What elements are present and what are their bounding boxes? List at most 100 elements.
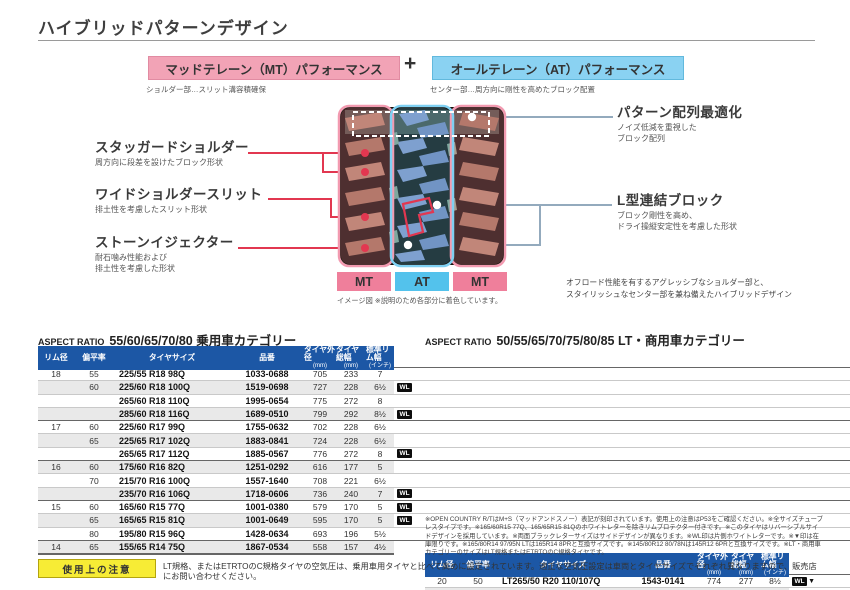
- table-cell: LT265/50 R20 110/107Q: [502, 576, 601, 587]
- table-cell: 693: [312, 528, 328, 539]
- callout-l-block: L型連結ブロック ブロック剛性を高め、 ドライ操縦安定性を考慮した形状: [617, 194, 737, 232]
- table-cell: 708: [312, 475, 328, 486]
- table-cell: 18: [51, 369, 61, 380]
- table-cell: 272: [343, 448, 359, 459]
- tire-tread-illustration: [337, 104, 507, 268]
- table-row: 16 60 175/60 R16 82Q 1251-0292 616 177 5: [38, 460, 850, 474]
- table-cell: 1995-0654: [245, 395, 289, 406]
- table-cell: [38, 407, 74, 421]
- tire-tread-image: [337, 104, 507, 268]
- zone-label-mt: MT: [337, 272, 391, 291]
- table-cell: 265/65 R17 112Q: [119, 448, 190, 459]
- white-marker-dot: [467, 112, 477, 122]
- table-cell: 20: [437, 576, 447, 587]
- callout-pattern-optimization: パターン配列最適化 ノイズ低減を重視した ブロック配列: [617, 106, 742, 144]
- table-cell: 705: [312, 369, 328, 380]
- callout-desc: 排土性を考慮したスリット形状: [95, 205, 207, 214]
- table-cell: 225/55 R18 98Q: [119, 369, 186, 380]
- table-cell: 60: [89, 422, 99, 433]
- plus-sign: +: [404, 52, 417, 75]
- figure-caption: イメージ図 ※説明のため各部分に着色しています。: [337, 296, 503, 305]
- connector-line: [268, 198, 332, 200]
- callout-staggered-shoulder: スタッガードショルダー 周方向に段差を設けたブロック形状: [95, 141, 249, 169]
- table-cell: 272: [343, 395, 359, 406]
- table-cell: 8: [377, 448, 383, 459]
- table-header: リム径 偏平率 タイヤサイズ 品番 タイヤ外径 (mm) タイヤ総幅 (mm) 標準リム幅 (イン…: [38, 346, 850, 370]
- column-header: 偏平率: [459, 553, 497, 578]
- badge-cell: WL: [394, 408, 416, 420]
- table-row: 80 195/80 R15 96Q 1428-0634 693 196 5½: [38, 526, 850, 540]
- table-cell: 5: [366, 514, 394, 527]
- badge-cell: [394, 395, 416, 407]
- table-row: 17 60 225/60 R17 99Q 1755-0632 702 228 6½: [38, 420, 850, 433]
- table-cell: 240: [336, 487, 366, 500]
- table-cell: [74, 407, 114, 421]
- column-header: 品番: [629, 553, 697, 578]
- table-row: 70 215/70 R16 100Q 1557-1640 708 221 6½: [38, 473, 850, 486]
- aspect-ratio-label: ASPECT RATIO: [38, 337, 105, 347]
- column-header: タイヤサイズ: [497, 553, 629, 578]
- l-block-outline: [401, 196, 435, 238]
- callout-title: L型連結ブロック: [617, 193, 724, 208]
- table-cell: 165/60 R15 77Q: [119, 502, 186, 513]
- table-cell: [38, 434, 74, 447]
- column-header: タイヤ外径 (mm): [697, 553, 731, 578]
- table-cell: 1718-0606: [230, 487, 304, 500]
- table-cell: 60: [74, 461, 114, 474]
- callout-wide-shoulder-slit: ワイドショルダースリット 排土性を考慮したスリット形状: [95, 188, 262, 216]
- red-marker-dot: [361, 149, 369, 157]
- table-cell: [38, 528, 74, 540]
- badge-cell: [394, 541, 416, 553]
- table-cell: 616: [304, 461, 336, 474]
- table-cell: 776: [312, 448, 328, 459]
- table-cell: 727: [304, 381, 336, 394]
- badge-cell: [394, 421, 416, 433]
- table-cell: 1867-0534: [230, 540, 304, 554]
- table-cell: 775: [312, 395, 328, 406]
- column-header: 偏平率: [74, 346, 114, 370]
- badge-cell: WL▼: [789, 575, 823, 587]
- table-cell: 736: [304, 487, 336, 500]
- table-cell: 1251-0292: [230, 461, 304, 474]
- column-header: タイヤサイズ: [114, 346, 230, 370]
- table-cell: 155/65 R14 75Q: [114, 540, 230, 554]
- callout-title: パターン配列最適化: [617, 105, 743, 120]
- badge-cell: WL: [394, 448, 416, 460]
- table-cell: 228: [336, 381, 366, 394]
- table-cell: 1001-0380: [245, 502, 289, 513]
- table-cell: 165/65 R15 81Q: [114, 514, 230, 527]
- table-row: 60 225/60 R18 100Q 1519-0698 727 228 6½ WL: [38, 380, 850, 394]
- table-cell: 65: [74, 540, 114, 554]
- table-cell: 8½: [366, 407, 394, 421]
- table-cell: 1755-0632: [245, 422, 289, 433]
- lt-spec-table: リム径 偏平率 タイヤサイズ 品番 タイヤ外径 (mm) タイヤ総幅 (mm) 標準リム幅 (イン…: [425, 553, 850, 590]
- callout-stone-ejector: ストーンイジェクター 耐石噛み性能および 排土性を考慮した形状: [95, 236, 234, 274]
- zone-label-mt: MT: [453, 272, 507, 291]
- column-header: 標準リム幅 (インチ): [761, 553, 789, 578]
- table-cell: 292: [336, 407, 366, 421]
- connector-line: [477, 116, 613, 118]
- mt-caption: ショルダー部…スリット溝容積確保: [146, 85, 266, 94]
- table-cell: 595: [304, 514, 336, 527]
- table-cell: 60: [89, 502, 99, 513]
- zone-labels: MT AT MT: [337, 272, 507, 291]
- connector-line: [322, 152, 324, 173]
- table-cell: [74, 487, 114, 500]
- table-cell: 175/60 R16 82Q: [114, 461, 230, 474]
- table-cell: 215/70 R16 100Q: [119, 475, 191, 486]
- lt-table-title: ASPECT RATIO 50/55/65/70/75/80/85 LT・商用車カ…: [425, 330, 745, 349]
- table-cell: [38, 474, 74, 486]
- table-row: 14 65 155/65 R14 75Q 1867-0534 558 157 4½: [38, 539, 850, 554]
- wl-badge: WL: [397, 449, 413, 459]
- table-cell: 1428-0634: [245, 528, 289, 539]
- callout-title: ストーンイジェクター: [95, 235, 234, 250]
- badge-cell: [394, 461, 416, 473]
- category-title: 55/60/65/70/80 乗用車カテゴリー: [109, 334, 297, 348]
- pattern-area-outline: [352, 111, 490, 137]
- table-row: 65 225/65 R17 102Q 1883-0841 724 228 6½: [38, 433, 850, 447]
- table-cell: 1543-0141: [641, 576, 685, 587]
- red-marker-dot: [361, 213, 369, 221]
- passenger-table-title: ASPECT RATIO 55/60/65/70/80 乗用車カテゴリー: [38, 330, 296, 349]
- limited-stock-icon: ▼: [808, 577, 816, 585]
